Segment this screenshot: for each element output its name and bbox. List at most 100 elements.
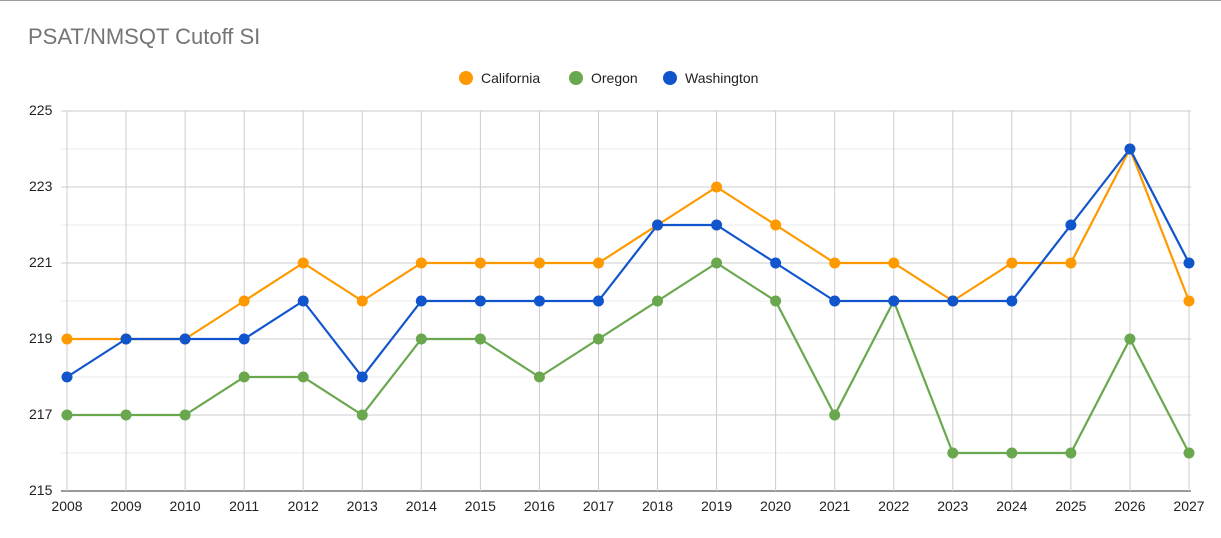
- x-tick-label: 2020: [760, 498, 791, 514]
- chart-border: [0, 0, 1221, 1]
- data-point[interactable]: [1183, 295, 1195, 307]
- legend-swatch: [663, 71, 677, 85]
- x-tick-label: 2019: [701, 498, 732, 514]
- data-point[interactable]: [829, 257, 841, 269]
- data-point[interactable]: [415, 333, 427, 345]
- data-point[interactable]: [947, 295, 959, 307]
- legend-swatch: [459, 71, 473, 85]
- x-tick-label: 2017: [583, 498, 614, 514]
- data-point[interactable]: [474, 257, 486, 269]
- grid-layer: [61, 110, 1191, 492]
- data-point[interactable]: [770, 257, 782, 269]
- data-point[interactable]: [533, 371, 545, 383]
- data-point[interactable]: [888, 257, 900, 269]
- data-point[interactable]: [61, 333, 73, 345]
- data-point[interactable]: [238, 333, 250, 345]
- data-point[interactable]: [1065, 219, 1077, 231]
- data-point[interactable]: [1006, 295, 1018, 307]
- data-point[interactable]: [179, 333, 191, 345]
- data-point[interactable]: [592, 257, 604, 269]
- axis-layer: 215 217 219 221 223 225 2008 2009 2010 2011 2012 20…: [29, 102, 1205, 514]
- data-point[interactable]: [829, 295, 841, 307]
- x-tick-label: 2009: [110, 498, 141, 514]
- data-point[interactable]: [61, 409, 73, 421]
- data-point[interactable]: [356, 409, 368, 421]
- x-tick-label: 2024: [996, 498, 1027, 514]
- series-line: [66, 147, 1190, 379]
- data-point[interactable]: [474, 333, 486, 345]
- legend-label: California: [481, 70, 540, 86]
- data-point[interactable]: [415, 257, 427, 269]
- series-washington: [61, 143, 1195, 383]
- legend-item-washington[interactable]: Washington: [663, 70, 758, 86]
- legend[interactable]: California Oregon Washington: [459, 70, 758, 86]
- data-point[interactable]: [888, 295, 900, 307]
- data-point[interactable]: [120, 333, 132, 345]
- y-tick-label: 221: [29, 254, 53, 270]
- data-point[interactable]: [120, 409, 132, 421]
- data-point[interactable]: [652, 295, 664, 307]
- series-california: [61, 143, 1195, 345]
- x-tick-label: 2027: [1173, 498, 1204, 514]
- data-point[interactable]: [415, 295, 427, 307]
- legend-label: Washington: [685, 70, 758, 86]
- x-tick-label: 2011: [229, 498, 259, 514]
- legend-swatch: [569, 71, 583, 85]
- legend-label: Oregon: [591, 70, 638, 86]
- data-point[interactable]: [1183, 257, 1195, 269]
- series-oregon: [61, 257, 1195, 459]
- data-point[interactable]: [61, 371, 73, 383]
- data-point[interactable]: [297, 295, 309, 307]
- data-point[interactable]: [770, 295, 782, 307]
- data-point[interactable]: [829, 409, 841, 421]
- data-point[interactable]: [592, 333, 604, 345]
- data-point[interactable]: [1006, 257, 1018, 269]
- data-point[interactable]: [474, 295, 486, 307]
- data-point[interactable]: [711, 257, 723, 269]
- data-point[interactable]: [297, 257, 309, 269]
- legend-item-oregon[interactable]: Oregon: [569, 70, 638, 86]
- x-tick-label: 2025: [1055, 498, 1086, 514]
- data-point[interactable]: [297, 371, 309, 383]
- data-point[interactable]: [770, 219, 782, 231]
- y-tick-label: 217: [29, 406, 53, 422]
- x-tick-label: 2022: [878, 498, 909, 514]
- x-tick-label: 2016: [524, 498, 555, 514]
- x-tick-label: 2008: [51, 498, 82, 514]
- y-tick-label: 225: [29, 102, 53, 118]
- x-tick-label: 2015: [465, 498, 496, 514]
- data-point[interactable]: [947, 447, 959, 459]
- y-tick-label: 223: [29, 178, 53, 194]
- x-tick-label: 2023: [937, 498, 968, 514]
- data-point[interactable]: [1124, 143, 1136, 155]
- data-point[interactable]: [1183, 447, 1195, 459]
- data-point[interactable]: [238, 295, 250, 307]
- y-tick-label: 219: [29, 330, 53, 346]
- chart-title: PSAT/NMSQT Cutoff SI: [28, 24, 261, 49]
- x-tick-label: 2012: [288, 498, 319, 514]
- data-point[interactable]: [238, 371, 250, 383]
- x-tick-label: 2021: [819, 498, 850, 514]
- data-point[interactable]: [1065, 257, 1077, 269]
- x-tick-label: 2013: [347, 498, 378, 514]
- x-tick-label: 2018: [642, 498, 673, 514]
- x-tick-label: 2026: [1114, 498, 1145, 514]
- series-layer: [61, 143, 1195, 459]
- data-point[interactable]: [356, 371, 368, 383]
- data-point[interactable]: [592, 295, 604, 307]
- x-tick-label: 2014: [406, 498, 437, 514]
- data-point[interactable]: [1124, 333, 1136, 345]
- data-point[interactable]: [1065, 447, 1077, 459]
- data-point[interactable]: [533, 257, 545, 269]
- data-point[interactable]: [1006, 447, 1018, 459]
- data-point[interactable]: [711, 181, 723, 193]
- y-tick-label: 215: [29, 482, 53, 498]
- data-point[interactable]: [179, 409, 191, 421]
- x-tick-label: 2010: [170, 498, 201, 514]
- data-point[interactable]: [711, 219, 723, 231]
- legend-item-california[interactable]: California: [459, 70, 540, 86]
- data-point[interactable]: [533, 295, 545, 307]
- data-point[interactable]: [356, 295, 368, 307]
- data-point[interactable]: [652, 219, 664, 231]
